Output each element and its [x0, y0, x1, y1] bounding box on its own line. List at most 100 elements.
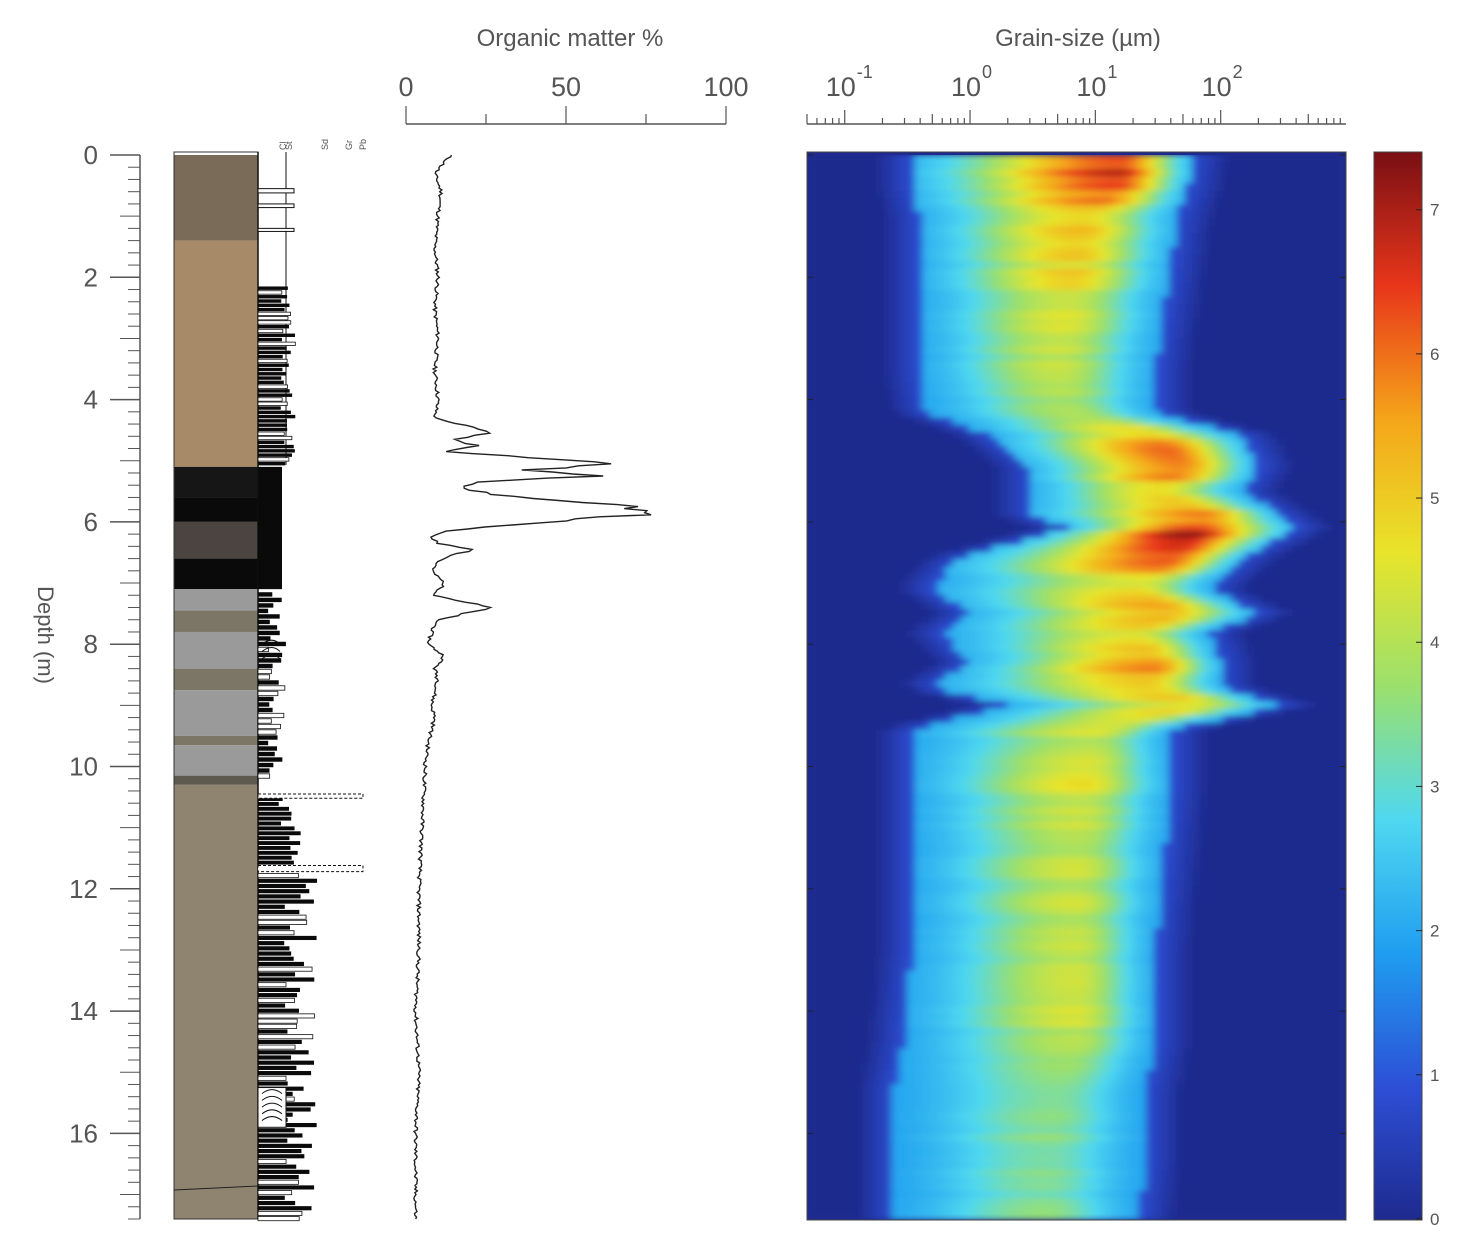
- heatmap-cell: [953, 552, 962, 560]
- gs-tick-label: 10 1: [1076, 62, 1117, 102]
- heatmap-cell: [1061, 431, 1070, 440]
- heatmap-cell: [930, 211, 939, 220]
- heatmap-cell: [968, 538, 977, 546]
- heatmap-cell: [1076, 530, 1085, 539]
- heatmap-cell: [1115, 211, 1124, 220]
- heatmap-cell: [1292, 169, 1301, 177]
- heatmap-cell: [914, 396, 924, 404]
- heatmap-cell: [1199, 353, 1208, 362]
- heatmap-cell: [868, 162, 877, 170]
- heatmap-cell: [1230, 275, 1239, 284]
- heatmap-cell: [1261, 523, 1270, 532]
- heatmap-cell: [884, 225, 893, 234]
- heatmap-cell: [1091, 162, 1101, 170]
- heatmap-cell: [860, 431, 870, 440]
- heatmap-cell: [1076, 616, 1085, 624]
- heatmap-cell: [830, 495, 839, 504]
- heatmap-cell: [930, 311, 939, 319]
- heatmap-cell: [1276, 438, 1285, 447]
- heatmap-cell: [884, 495, 893, 504]
- heatmap-cell: [968, 240, 977, 248]
- heatmap-cell: [1068, 523, 1078, 532]
- heatmap-cell: [807, 325, 816, 333]
- heatmap-cell: [1145, 396, 1155, 404]
- heatmap-cell: [1161, 169, 1170, 177]
- heatmap-cell: [1030, 304, 1039, 312]
- heatmap-cell: [1330, 403, 1339, 411]
- heatmap-cell: [1122, 197, 1131, 206]
- heatmap-cell: [1138, 587, 1147, 596]
- heatmap-cell: [999, 247, 1008, 255]
- heatmap-cell: [1053, 382, 1062, 390]
- heatmap-cell: [822, 382, 831, 390]
- heatmap-cell: [1007, 460, 1016, 468]
- heatmap-cell: [1315, 516, 1324, 525]
- heatmap-cell: [884, 573, 893, 582]
- heatmap-cell: [1284, 190, 1293, 199]
- heatmap-cell: [845, 204, 854, 213]
- heatmap-cell: [1284, 559, 1293, 567]
- heatmap-cell: [830, 176, 839, 184]
- log-bar: [258, 1003, 286, 1008]
- heatmap-cell: [1207, 410, 1216, 419]
- heatmap-cell: [1230, 580, 1239, 589]
- heatmap-cell: [1061, 495, 1070, 504]
- heatmap-cell: [1261, 268, 1270, 277]
- heatmap-cell: [1307, 211, 1316, 220]
- heatmap-cell: [1145, 573, 1155, 582]
- log-bar: [258, 440, 285, 444]
- heatmap-cell: [968, 417, 977, 426]
- heatmap-cell: [1338, 240, 1346, 248]
- heatmap-cell: [1261, 460, 1270, 468]
- heatmap-cell: [922, 374, 931, 383]
- heatmap-cell: [1184, 467, 1193, 475]
- heatmap-cell: [914, 594, 924, 603]
- heatmap-cell: [968, 304, 977, 312]
- heatmap-cell: [1014, 495, 1024, 504]
- log-bar: [258, 1138, 288, 1143]
- heatmap-cell: [1153, 530, 1162, 539]
- heatmap-cell: [1184, 233, 1193, 241]
- heatmap-cell: [1076, 559, 1085, 567]
- heatmap-cell: [1161, 594, 1170, 603]
- heatmap-cell: [891, 176, 900, 184]
- heatmap-cell: [1176, 580, 1185, 589]
- heatmap-cell: [1322, 296, 1332, 305]
- heatmap-cell: [1307, 218, 1316, 227]
- heatmap-cell: [914, 552, 924, 560]
- heatmap-cell: [1284, 452, 1293, 461]
- heatmap-cell: [853, 183, 862, 192]
- heatmap-cell: [1045, 346, 1054, 355]
- heatmap-cell: [1192, 523, 1201, 532]
- heatmap-cell: [868, 488, 877, 497]
- heatmap-cell: [1099, 538, 1108, 546]
- heatmap-cell: [1330, 339, 1339, 348]
- heatmap-cell: [860, 296, 870, 305]
- heatmap-cell: [822, 523, 831, 532]
- heatmap-cell: [1130, 410, 1139, 419]
- heatmap-cell: [922, 559, 931, 567]
- heatmap-cell: [868, 339, 877, 348]
- heatmap-cell: [837, 396, 847, 404]
- heatmap-cell: [922, 530, 931, 539]
- heatmap-cell: [1091, 353, 1101, 362]
- heatmap-cell: [1292, 438, 1301, 447]
- depth-tick-label: 4: [84, 385, 98, 415]
- heatmap-cell: [1138, 431, 1147, 440]
- heatmap-cell: [1099, 204, 1108, 213]
- heatmap-cell: [1338, 460, 1346, 468]
- heatmap-cell: [1145, 410, 1155, 419]
- heatmap-cell: [1199, 559, 1208, 567]
- heatmap-cell: [1153, 403, 1162, 411]
- log-bar: [257, 1190, 293, 1196]
- heatmap-cell: [1107, 268, 1116, 277]
- heatmap-cell: [884, 580, 893, 589]
- heatmap-cell: [1176, 460, 1185, 468]
- heatmap-cell: [1068, 346, 1078, 355]
- heatmap-cell: [930, 530, 939, 539]
- heatmap-cell: [1084, 225, 1093, 234]
- heatmap-cell: [999, 183, 1008, 192]
- heatmap-cell: [999, 609, 1008, 617]
- heatmap-cell: [830, 609, 839, 617]
